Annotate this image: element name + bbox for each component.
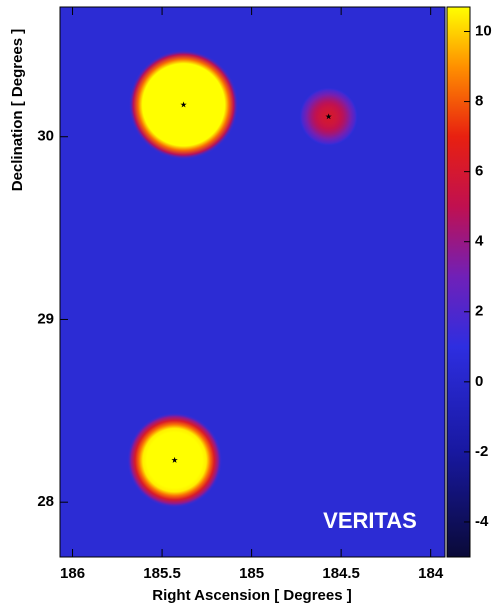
y-axis-label: Declination [ Degrees ] [9, 29, 26, 192]
source-star [171, 456, 178, 463]
colorbar-tick-label: -2 [475, 443, 488, 460]
y-tick-label: 29 [37, 310, 54, 327]
colorbar-tick-label: 6 [475, 163, 483, 180]
colorbar-tick-label: 2 [475, 303, 483, 320]
colorbar-tick-label: 4 [475, 233, 484, 250]
source-star [180, 101, 187, 108]
plot-frame [59, 6, 446, 558]
colorbar-tick-label: 8 [475, 93, 483, 110]
colorbar-tick-label: -4 [475, 513, 489, 530]
colorbar-tick-label: 10 [475, 22, 492, 39]
x-axis-label: Right Ascension [ Degrees ] [152, 587, 351, 604]
colorbar [446, 6, 471, 558]
colorbar-tick-label: 0 [475, 373, 483, 390]
x-tick-label: 185.5 [143, 565, 181, 582]
x-tick-label: 184 [418, 565, 444, 582]
source-star [325, 113, 332, 120]
x-tick-label: 185 [239, 565, 264, 582]
x-tick-label: 186 [60, 565, 85, 582]
x-tick-label: 184.5 [322, 565, 360, 582]
plot-background [60, 7, 445, 557]
y-tick-label: 28 [37, 493, 54, 510]
annotation: VERITAS [323, 508, 417, 533]
y-tick-label: 30 [37, 128, 54, 145]
